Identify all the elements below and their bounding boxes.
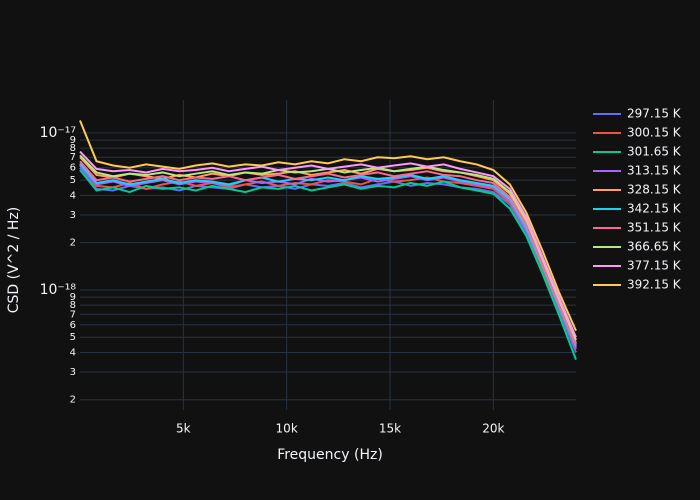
y-tick-label: 5 xyxy=(70,175,76,186)
legend-label[interactable]: 377.15 K xyxy=(627,259,682,273)
y-axis-title: CSD (V^2 / Hz) xyxy=(6,207,22,314)
y-tick-label: 9 xyxy=(70,135,76,146)
y-tick-label: 7 xyxy=(70,152,76,163)
x-tick-label: 5k xyxy=(176,422,191,436)
legend-label[interactable]: 297.15 K xyxy=(627,107,682,121)
y-tick-label: 8 xyxy=(70,143,76,154)
x-tick-label: 10k xyxy=(276,422,298,436)
legend-label[interactable]: 328.15 K xyxy=(627,183,682,197)
y-tick-label: 7 xyxy=(70,309,76,320)
series-line xyxy=(79,150,577,338)
y-tick-label: 10⁻¹⁸ xyxy=(40,282,77,298)
legend-label[interactable]: 300.15 K xyxy=(627,126,682,140)
legend-label[interactable]: 351.15 K xyxy=(627,221,682,235)
x-tick-label: 15k xyxy=(379,422,401,436)
y-tick-label: 4 xyxy=(70,347,76,358)
y-tick-label: 8 xyxy=(70,300,76,311)
y-tick-label: 4 xyxy=(70,190,76,201)
series-line xyxy=(79,120,577,332)
legend-label[interactable]: 313.15 K xyxy=(627,164,682,178)
x-tick-label: 20k xyxy=(482,422,504,436)
y-tick-label: 10⁻¹⁷ xyxy=(40,125,76,141)
y-tick-label: 3 xyxy=(70,210,76,221)
series-line xyxy=(79,164,577,348)
legend-label[interactable]: 366.65 K xyxy=(627,240,682,254)
x-axis-title: Frequency (Hz) xyxy=(277,447,383,463)
series-line xyxy=(79,163,577,350)
y-tick-label: 6 xyxy=(70,163,76,174)
series-line xyxy=(79,160,577,345)
legend-label[interactable]: 392.15 K xyxy=(627,278,682,292)
y-tick-label: 3 xyxy=(70,367,76,378)
y-tick-label: 2 xyxy=(70,238,76,249)
legend-label[interactable]: 342.15 K xyxy=(627,202,682,216)
series-line xyxy=(79,169,577,360)
legend-label[interactable]: 301.65 K xyxy=(627,145,682,159)
series-line xyxy=(79,167,577,353)
y-tick-label: 2 xyxy=(70,395,76,406)
y-tick-label: 6 xyxy=(70,320,76,331)
y-tick-label: 5 xyxy=(70,332,76,343)
series-line xyxy=(79,162,577,347)
y-tick-label: 9 xyxy=(70,292,76,303)
